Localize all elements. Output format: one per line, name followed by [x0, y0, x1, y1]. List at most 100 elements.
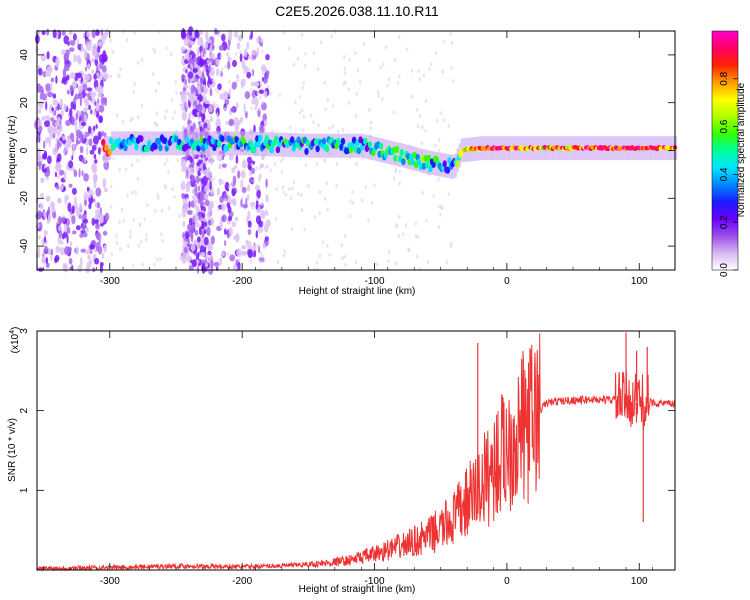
spectrogram-noise-blob — [50, 248, 54, 256]
spectrogram-noise-blob — [43, 236, 47, 243]
spectrogram-noise-blob — [197, 69, 201, 77]
spectrogram-noise-speck — [190, 122, 194, 127]
spectrogram-noise-blob — [94, 209, 101, 215]
spectrogram-noise-speck — [288, 46, 291, 51]
spectrogram-noise-speck — [432, 193, 435, 198]
spectrogram-noise-speck — [243, 52, 246, 57]
spectrogram-noise-blob — [188, 93, 193, 101]
spectrogram-band-cell — [107, 148, 112, 156]
spectrogram-noise-blob — [45, 101, 48, 111]
spectrogram-band-halo — [226, 131, 229, 156]
spectrogram-noise-speck — [398, 214, 401, 219]
spectrogram-noise-blob — [202, 59, 206, 64]
spectrogram-noise-blob — [100, 36, 107, 41]
spectrogram-noise-blob — [80, 248, 87, 253]
spectrogram-noise-speck — [176, 158, 179, 163]
spectrogram-noise-blob — [40, 53, 47, 62]
spectrogram-band-cell — [355, 140, 360, 147]
spectrogram-noise-speck — [224, 198, 227, 203]
spectrogram-noise-blob — [224, 240, 227, 247]
spectrogram-noise-blob — [210, 218, 215, 226]
spectrogram-noise-blob — [55, 106, 58, 111]
spectrogram-noise-speck — [426, 259, 430, 264]
spectrogram-band-halo — [150, 131, 153, 156]
spectrogram-noise-blob — [186, 32, 189, 38]
spectrogram-noise-blob — [55, 161, 62, 172]
spectrogram-noise-blob — [181, 74, 186, 79]
spectrogram-noise-speck — [269, 91, 272, 96]
spectrogram-noise-blob — [197, 236, 201, 243]
spectrogram-noise-blob — [52, 99, 58, 106]
spectrogram-noise-blob — [231, 188, 236, 197]
spectrogram-noise-blob — [189, 40, 195, 46]
spectrogram-noise-blob — [228, 29, 233, 39]
spectrogram-noise-blob — [206, 226, 211, 237]
spectrogram-noise-blob — [194, 29, 199, 38]
spectrogram-noise-blob — [228, 227, 233, 237]
spectrogram-noise-blob — [68, 246, 72, 252]
snr-y-ticks: 1 2 3 — [19, 328, 675, 493]
spectrogram-noise-blob — [94, 58, 99, 67]
spectrogram-noise-speck — [440, 204, 443, 209]
spectrogram-noise-speck — [304, 51, 307, 56]
spectrogram-noise-blob — [185, 185, 190, 193]
spectrogram-noise-blob — [57, 103, 60, 111]
spectrogram-noise-speck — [160, 208, 164, 213]
spectrogram-noise-speck — [141, 57, 144, 62]
spectrogram-noise-speck — [416, 235, 420, 240]
spectrogram-noise-speck — [166, 158, 169, 163]
spectrogram-noise-blob — [208, 80, 213, 85]
spectrogram-signal-band — [101, 131, 678, 179]
spectrogram-noise-blob — [38, 67, 43, 76]
spectrogram-noise-blob — [188, 78, 191, 83]
spectrogram-noise-speck — [298, 111, 302, 115]
colorbar-tick-label: 0.0 — [719, 263, 730, 277]
spectrogram-noise-blob — [59, 124, 63, 132]
spectrogram-noise-speck — [234, 51, 238, 56]
spectrogram-noise-speck — [261, 254, 264, 259]
spectrogram-noise-blob — [256, 188, 261, 199]
spectrogram-noise-blob — [204, 262, 209, 267]
spectrogram-noise-blob — [86, 260, 92, 270]
spectrogram-noise-speck — [300, 192, 303, 197]
spectrogram-noise-speck — [333, 29, 337, 34]
spectrogram-noise-speck — [213, 176, 216, 181]
spectrogram-noise-speck — [250, 259, 253, 264]
spectrogram-noise-speck — [450, 66, 453, 70]
spectrogram-noise-speck — [158, 29, 161, 34]
spectrogram-noise-blob — [81, 170, 84, 177]
spectrogram-noise-blob — [206, 122, 211, 129]
spectrogram-noise-speck — [435, 118, 439, 123]
spectrogram-noise-speck — [250, 162, 253, 167]
spectrogram-noise-blob — [202, 156, 206, 162]
spectrogram-noise-speck — [110, 204, 113, 209]
spectrogram-noise-speck — [154, 209, 157, 214]
spectrogram-noise-blob — [37, 221, 43, 231]
spectrogram-noise-blob — [204, 193, 209, 200]
colorbar-label: Normalized spectral amplitude — [736, 82, 747, 217]
spectrogram-noise-blob — [66, 234, 69, 244]
spectrogram-noise-speck — [294, 100, 297, 105]
spectrogram-noise-blob — [261, 64, 267, 73]
spectrogram-noise-blob — [254, 105, 258, 111]
spectrogram-band-halo — [140, 131, 144, 156]
spectrogram-noise-speck — [355, 161, 358, 166]
spectrogram-noise-blob — [99, 264, 103, 273]
spectrogram-noise-speck — [161, 238, 164, 243]
spectrogram-noise-speck — [259, 95, 262, 100]
x-tick-label: -200 — [232, 576, 252, 587]
spectrogram-noise-blob — [182, 87, 187, 92]
spectrogram-noise-blob — [68, 160, 74, 169]
spectrogram-noise-blob — [80, 110, 85, 119]
spectrogram-noise-blob — [202, 86, 208, 94]
spectrogram-noise-blob — [227, 232, 230, 239]
spectrogram-noise-speck — [261, 71, 264, 76]
spectrogram-noise-blob — [95, 187, 102, 197]
spectrogram-noise-blob — [207, 250, 212, 256]
spectrogram-noise-speck — [187, 56, 190, 61]
spectrogram-noise-blob — [182, 232, 185, 239]
spectrogram-noise-blob — [183, 36, 190, 47]
spectrogram-noise-blob — [71, 264, 74, 271]
spectrogram-noise-blob — [250, 167, 255, 175]
spectrogram-noise-blob — [247, 184, 251, 192]
